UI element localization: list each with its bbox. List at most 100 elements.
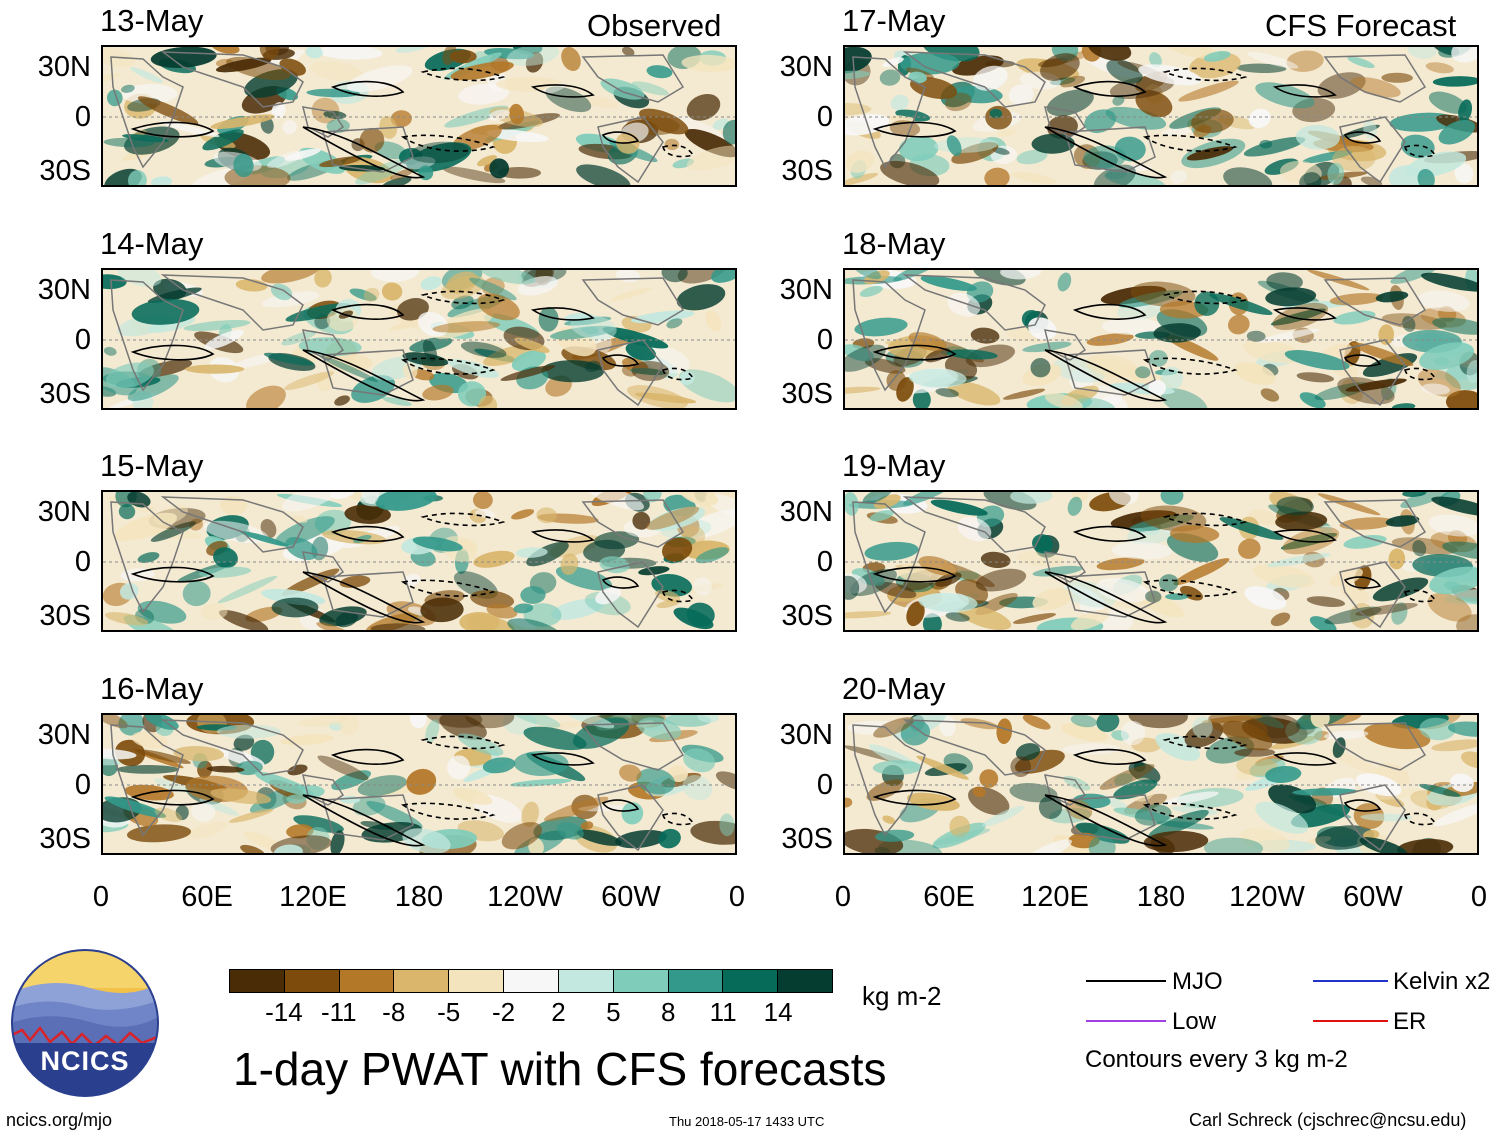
pwat-map-panel <box>843 490 1479 632</box>
lat-label: 30N <box>37 274 91 306</box>
panel-date: 17-May <box>842 3 946 38</box>
colorbar <box>229 969 833 993</box>
lat-label: 0 <box>74 769 91 801</box>
colorbar-tick-label: 14 <box>763 997 793 1027</box>
pwat-field <box>845 715 1477 853</box>
pwat-map-panel <box>843 45 1479 187</box>
pwat-field <box>103 492 735 630</box>
ncics-logo: NCICS <box>10 948 160 1098</box>
pwat-field <box>103 47 735 185</box>
lon-label: 180 <box>1136 881 1186 913</box>
pwat-map-panel <box>101 268 737 410</box>
lat-label: 30N <box>779 719 833 751</box>
colorbar-tick-label: -5 <box>437 997 461 1027</box>
legend-er-line <box>1313 1020 1388 1022</box>
colorbar-tick-label: 2 <box>551 997 566 1027</box>
colorbar-swatch <box>230 970 284 992</box>
lat-label: 30S <box>781 600 833 632</box>
lat-label: 30S <box>39 823 91 855</box>
lon-label: 120W <box>1229 881 1305 913</box>
colorbar-swatch <box>448 970 504 992</box>
forecast-header: CFS Forecast <box>1265 8 1457 43</box>
footer-url[interactable]: ncics.org/mjo <box>6 1110 113 1130</box>
pwat-map-panel <box>843 268 1479 410</box>
lat-label: 30S <box>781 155 833 187</box>
colorbar-tick-label: 8 <box>661 997 676 1027</box>
panel-date: 15-May <box>100 448 204 483</box>
legend-mjo-label: MJO <box>1172 968 1223 995</box>
ncics-logo-icon <box>11 949 159 1097</box>
lat-label: 0 <box>816 324 833 356</box>
lon-label: 120E <box>279 881 347 913</box>
lat-label: 30S <box>39 600 91 632</box>
legend-kelvin-line <box>1313 980 1388 982</box>
colorbar-tick-label: -8 <box>382 997 406 1027</box>
lon-label: 0 <box>92 881 110 913</box>
lat-label: 0 <box>816 101 833 133</box>
lat-label: 0 <box>816 769 833 801</box>
legend-kelvin-label: Kelvin x2 <box>1393 968 1491 995</box>
lat-label: 30N <box>37 719 91 751</box>
colorbar-swatch <box>777 970 832 992</box>
lat-label: 30N <box>37 496 91 528</box>
pwat-map-panel <box>843 713 1479 855</box>
lat-label: 0 <box>74 101 91 133</box>
lon-label: 0 <box>1470 881 1488 913</box>
pwat-field <box>845 492 1477 630</box>
lon-label: 60E <box>923 881 975 913</box>
pwat-map-panel <box>101 490 737 632</box>
lon-label: 0 <box>834 881 852 913</box>
colorbar-tick-label: 5 <box>606 997 621 1027</box>
pwat-field <box>103 715 735 853</box>
lon-label: 180 <box>394 881 444 913</box>
lat-label: 30N <box>779 51 833 83</box>
panel-date: 18-May <box>842 226 946 261</box>
colorbar-swatch <box>393 970 449 992</box>
panel-date: 13-May <box>100 3 204 38</box>
panel-date: 16-May <box>100 671 204 706</box>
logo-text: NCICS <box>40 1046 130 1076</box>
legend-er-label: ER <box>1393 1008 1427 1035</box>
colorbar-units: kg m-2 <box>862 981 942 1011</box>
colorbar-swatch <box>283 970 339 992</box>
lat-label: 30S <box>781 378 833 410</box>
panel-date: 14-May <box>100 226 204 261</box>
pwat-field <box>103 270 735 408</box>
lon-label: 60E <box>181 881 233 913</box>
legend-low-line <box>1086 1020 1166 1022</box>
lat-label: 30N <box>779 274 833 306</box>
legend-mjo-line <box>1086 980 1166 982</box>
lat-label: 30S <box>39 155 91 187</box>
panel-date: 20-May <box>842 671 946 706</box>
lat-label: 0 <box>816 546 833 578</box>
colorbar-tick-label: 11 <box>709 997 737 1027</box>
lat-label: 0 <box>74 546 91 578</box>
footer-credit: Carl Schreck (cjschrec@ncsu.edu) <box>1189 1110 1467 1130</box>
lon-label: 0 <box>728 881 746 913</box>
lat-label: 0 <box>74 324 91 356</box>
panel-date: 19-May <box>842 448 946 483</box>
lat-label: 30S <box>781 823 833 855</box>
footer-timestamp: Thu 2018-05-17 1433 UTC <box>669 1114 825 1129</box>
observed-header: Observed <box>587 8 722 43</box>
pwat-map-panel <box>101 45 737 187</box>
colorbar-tick-label: -11 <box>320 997 357 1027</box>
colorbar-swatch <box>612 970 668 992</box>
lat-label: 30S <box>39 378 91 410</box>
legend-low-label: Low <box>1172 1008 1217 1035</box>
lon-label: 60W <box>601 881 661 913</box>
pwat-map-panel <box>101 713 737 855</box>
lon-label: 120E <box>1021 881 1089 913</box>
colorbar-swatch <box>557 970 613 992</box>
colorbar-tick-label: -14 <box>265 997 303 1027</box>
colorbar-swatch <box>667 970 723 992</box>
colorbar-swatch <box>338 970 394 992</box>
lat-label: 30N <box>779 496 833 528</box>
colorbar-tick-label: -2 <box>491 997 516 1027</box>
colorbar-swatch <box>722 970 778 992</box>
lat-label: 30N <box>37 51 91 83</box>
colorbar-swatch <box>503 970 558 992</box>
contours-note: Contours every 3 kg m-2 <box>1085 1046 1348 1073</box>
chart-title: 1-day PWAT with CFS forecasts <box>233 1043 887 1095</box>
pwat-field <box>845 47 1477 185</box>
